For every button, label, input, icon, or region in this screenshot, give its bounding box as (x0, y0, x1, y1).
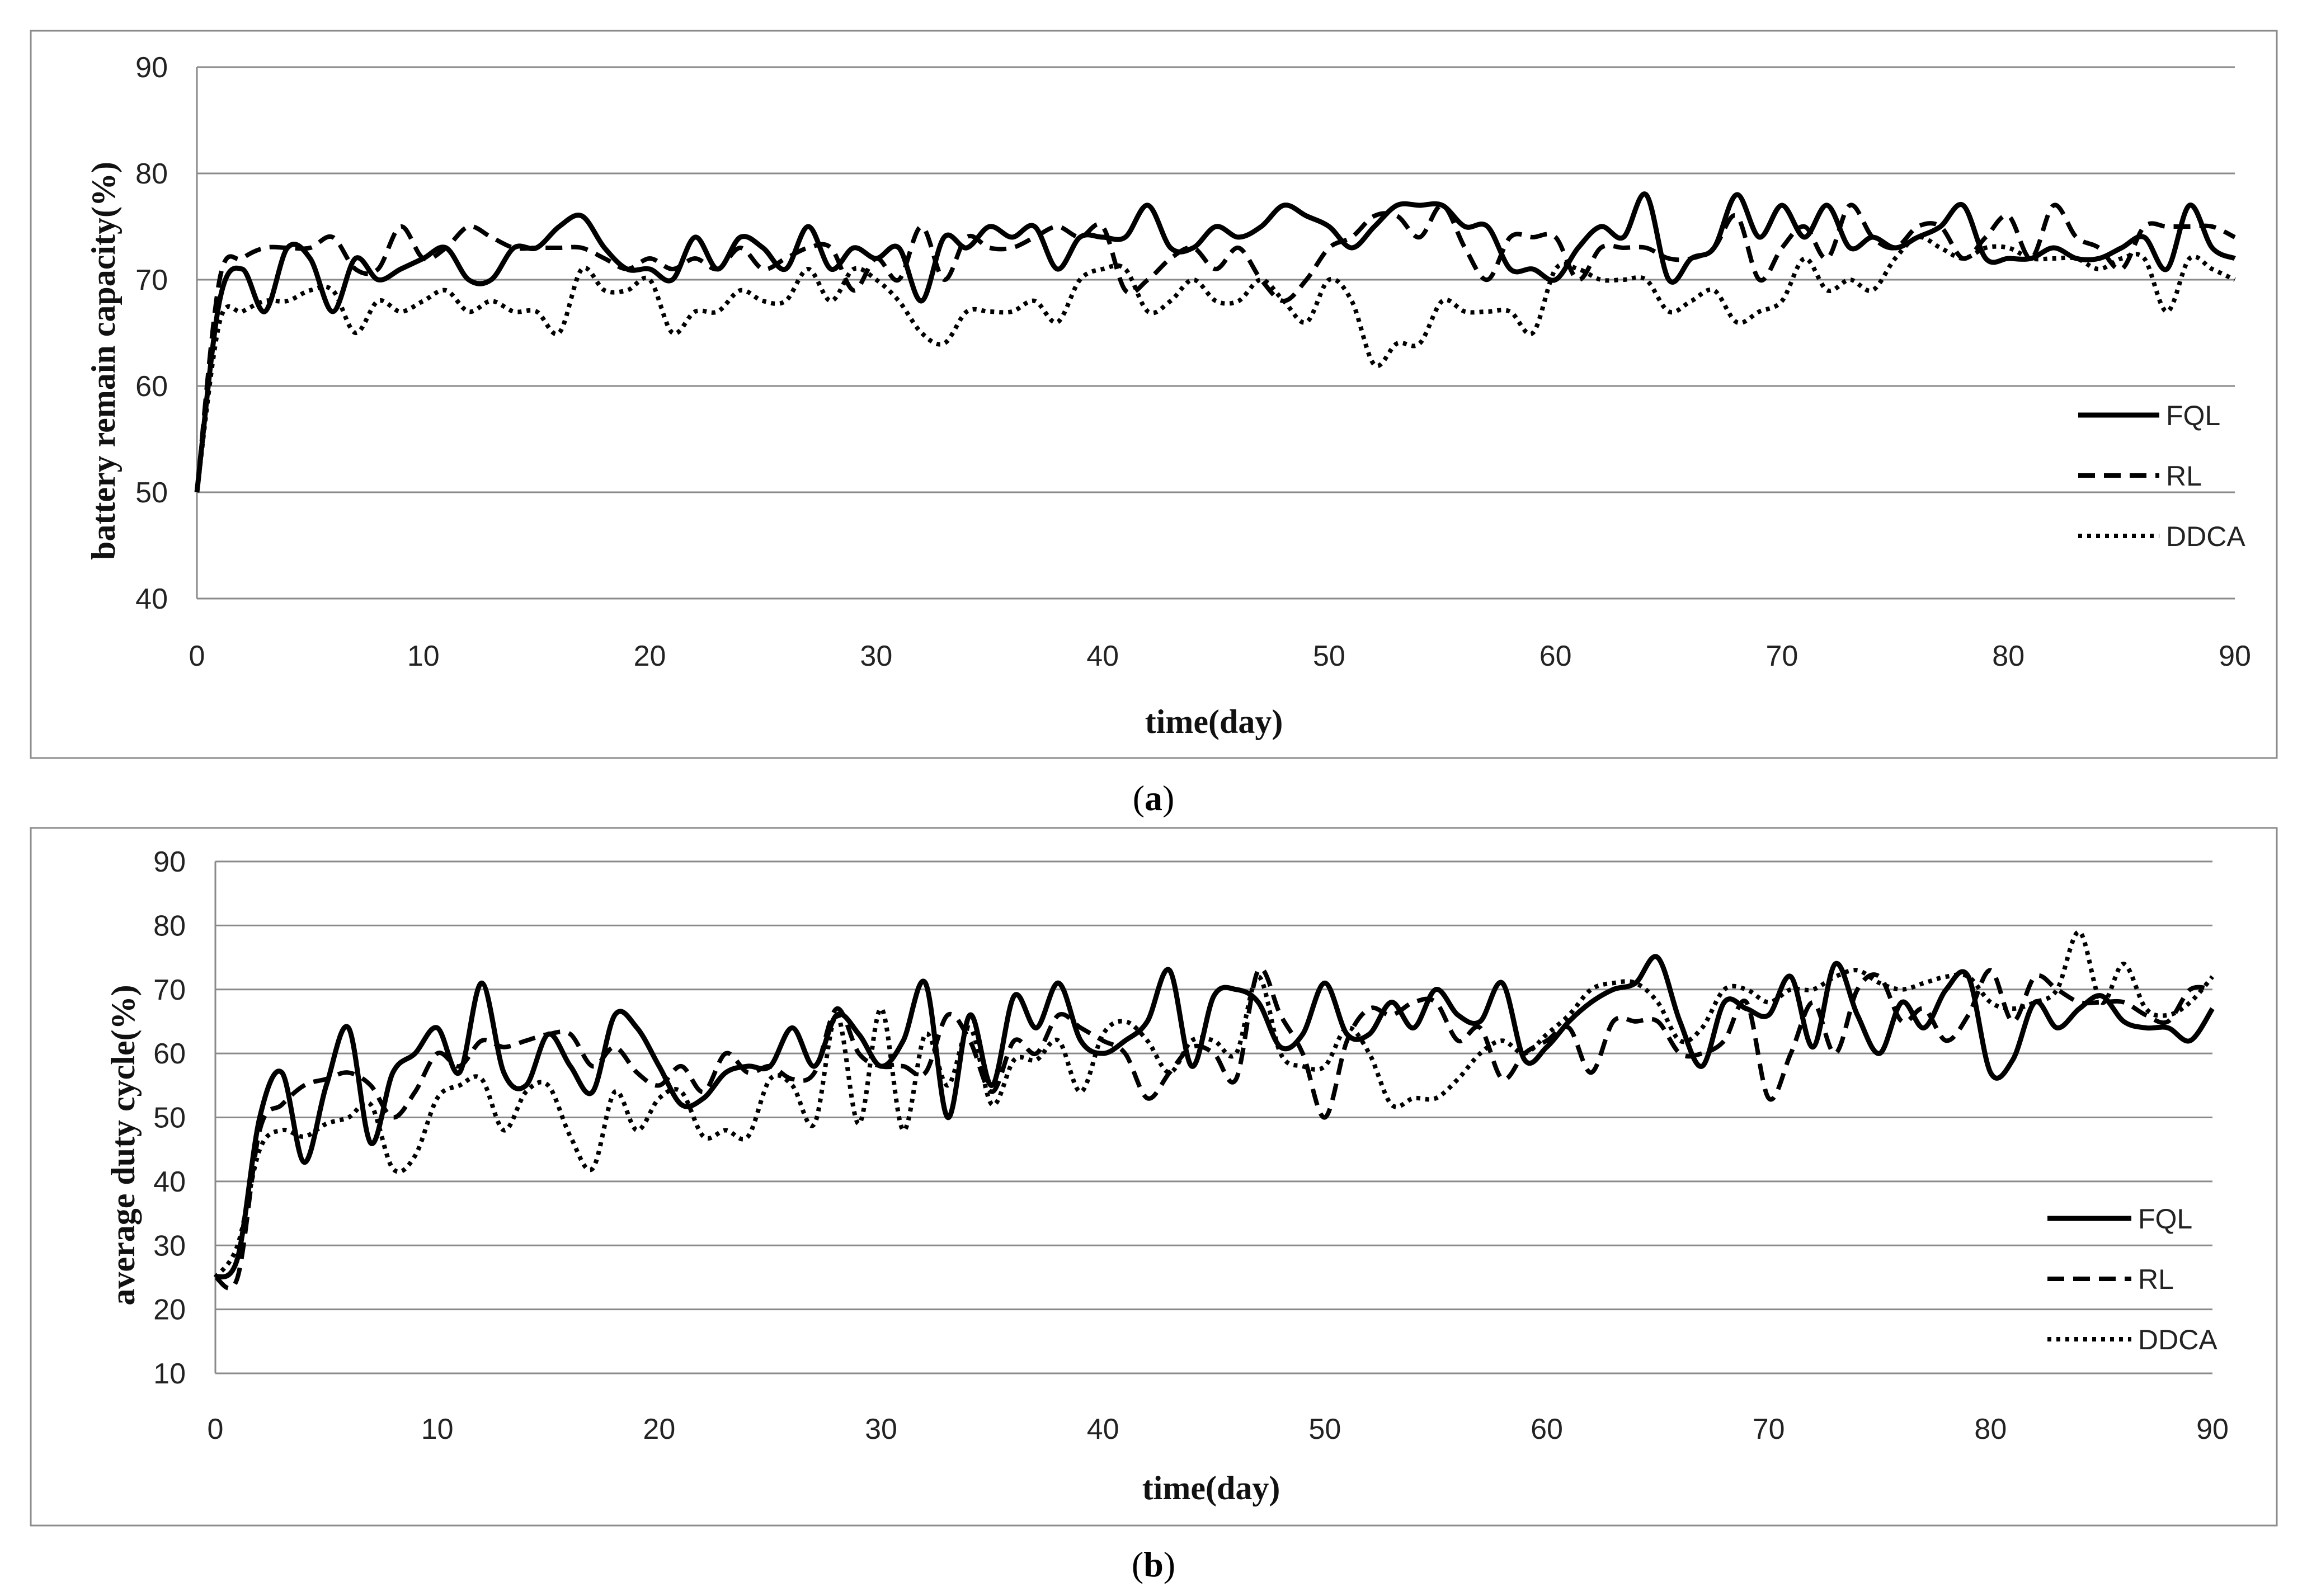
x-tick-label: 10 (421, 1413, 454, 1446)
x-tick-label: 0 (208, 1413, 224, 1446)
y-tick-label: 70 (153, 974, 186, 1006)
panel-a-x-tick-labels: 0 10 20 30 40 50 60 70 80 90 (189, 640, 2251, 672)
y-tick-label: 40 (135, 583, 168, 615)
x-tick-label: 70 (1753, 1413, 1785, 1446)
y-tick-label: 60 (135, 370, 168, 403)
legend-label-fql: FQL (2138, 1203, 2192, 1235)
x-tick-label: 30 (865, 1413, 897, 1446)
panel-b-x-axis-title: time(day) (1142, 1470, 1280, 1506)
series-line-rl (195, 203, 2236, 493)
x-tick-label: 90 (2219, 640, 2251, 672)
legend-label-ddca: DDCA (2138, 1324, 2217, 1355)
x-tick-label: 30 (860, 640, 892, 672)
panel-b-y-axis-title: average duty cycle(%) (105, 985, 142, 1305)
panel-a-battery-capacity-chart: 40 50 60 70 80 90 0 10 20 30 40 50 60 70 80 90 FQL RL DD… (30, 30, 2278, 759)
panel-a-series-lines (194, 191, 2236, 493)
panel-a-y-tick-labels: 40 50 60 70 80 90 (135, 51, 168, 615)
panel-b-caption: (b) (1132, 1545, 1175, 1584)
panel-b-x-tick-labels: 0 10 20 30 40 50 60 70 80 90 (208, 1413, 2229, 1446)
panel-b-legend: FQL RL DDCA (2047, 1203, 2217, 1355)
x-tick-label: 20 (634, 640, 666, 672)
y-tick-label: 30 (153, 1230, 186, 1262)
x-tick-label: 70 (1766, 640, 1798, 672)
legend-label-rl: RL (2138, 1264, 2174, 1295)
y-tick-label: 90 (153, 846, 186, 878)
panel-b-y-tick-labels: 10 20 30 40 50 60 70 80 90 (153, 846, 186, 1390)
y-tick-label: 50 (135, 477, 168, 509)
x-tick-label: 80 (1974, 1413, 2007, 1446)
y-tick-label: 10 (153, 1358, 186, 1390)
x-tick-label: 20 (643, 1413, 675, 1446)
x-tick-label: 10 (407, 640, 440, 672)
series-line-ddca (213, 929, 2215, 1279)
x-tick-label: 60 (1539, 640, 1572, 672)
series-line-fql (194, 191, 2236, 493)
x-tick-label: 80 (1992, 640, 2024, 672)
x-tick-label: 60 (1531, 1413, 1563, 1446)
y-tick-label: 90 (135, 51, 168, 84)
panel-a-x-axis-title: time(day) (1145, 703, 1283, 740)
panel-a-y-axis-title: battery remain capacity(%) (85, 162, 122, 560)
panel-b-duty-cycle-chart: 10 20 30 40 50 60 70 80 90 0 10 20 30 40 50 60 70 80 90 F… (30, 827, 2278, 1527)
panel-b-frame (30, 827, 2278, 1527)
legend-label-fql: FQL (2166, 400, 2220, 431)
panel-a-legend: FQL RL DDCA (2078, 400, 2245, 552)
panel-a-gridlines (196, 66, 2235, 600)
y-tick-label: 20 (153, 1294, 186, 1326)
y-tick-label: 50 (153, 1102, 186, 1134)
legend-label-rl: RL (2166, 460, 2202, 492)
x-tick-label: 40 (1087, 1413, 1119, 1446)
y-tick-label: 60 (153, 1038, 186, 1070)
x-tick-label: 40 (1086, 640, 1119, 672)
y-tick-label: 80 (135, 158, 168, 190)
x-tick-label: 50 (1313, 640, 1345, 672)
panel-b-series-lines (213, 929, 2215, 1291)
y-tick-label: 80 (153, 910, 186, 942)
series-line-fql (214, 954, 2215, 1280)
x-tick-label: 90 (2196, 1413, 2229, 1446)
x-tick-label: 50 (1308, 1413, 1341, 1446)
legend-label-ddca: DDCA (2166, 521, 2245, 552)
panel-a-frame (30, 30, 2278, 759)
panel-a-caption: (a) (1133, 778, 1175, 818)
y-tick-label: 40 (153, 1166, 186, 1198)
y-tick-label: 70 (135, 264, 168, 296)
x-tick-label: 0 (189, 640, 205, 672)
series-line-rl (214, 966, 2213, 1291)
